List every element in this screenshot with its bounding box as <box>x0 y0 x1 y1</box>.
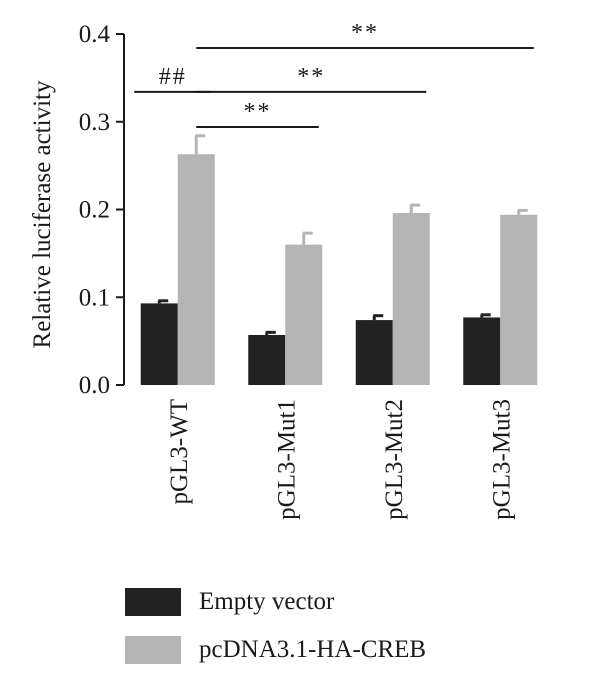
x-tick-label-pgl3-wt: pGL3-WT <box>166 399 193 505</box>
significance-label-1: ** <box>244 99 272 125</box>
bar-pgl3-wt-pcdna3-1-ha-creb <box>177 154 215 385</box>
bar-pgl3-mut3-empty-vector <box>463 317 501 385</box>
y-tick-label: 0.4 <box>79 21 111 48</box>
legend: Empty vector pcDNA3.1-HA-CREB <box>125 582 426 678</box>
legend-swatch-pcdna <box>125 636 181 664</box>
significance-label-2: ** <box>297 64 325 90</box>
legend-label-pcdna: pcDNA3.1-HA-CREB <box>199 636 427 663</box>
bar-pgl3-mut1-empty-vector <box>248 334 286 385</box>
y-tick-label: 0.2 <box>79 197 110 224</box>
x-tick-label-pgl3-mut1: pGL3-Mut1 <box>273 399 300 520</box>
bar-pgl3-wt-empty-vector <box>140 303 178 385</box>
bar-pgl3-mut2-pcdna3-1-ha-creb <box>392 213 430 385</box>
bar-pgl3-mut3-pcdna3-1-ha-creb <box>500 214 538 385</box>
legend-swatch-empty-vector <box>125 588 181 616</box>
bar-pgl3-mut1-pcdna3-1-ha-creb <box>285 244 323 385</box>
x-tick-label-pgl3-mut2: pGL3-Mut2 <box>381 399 408 520</box>
y-axis-title: Relative luciferase activity <box>29 80 56 348</box>
significance-label-0: ## <box>159 64 187 90</box>
bar-pgl3-mut2-empty-vector <box>355 320 393 385</box>
legend-item-pcdna: pcDNA3.1-HA-CREB <box>125 630 426 670</box>
bar-chart: 0.0 0.1 0.2 0.3 0.4 Relative luciferase activ… <box>29 20 538 520</box>
x-tick-label-pgl3-mut3: pGL3-Mut3 <box>488 399 515 520</box>
y-tick-label: 0.1 <box>79 284 110 311</box>
significance-label-3: ** <box>351 20 379 46</box>
legend-label-empty-vector: Empty vector <box>199 588 335 615</box>
y-tick-label: 0.3 <box>79 109 110 136</box>
legend-item-empty-vector: Empty vector <box>125 582 426 622</box>
y-tick-label: 0.0 <box>79 372 110 399</box>
